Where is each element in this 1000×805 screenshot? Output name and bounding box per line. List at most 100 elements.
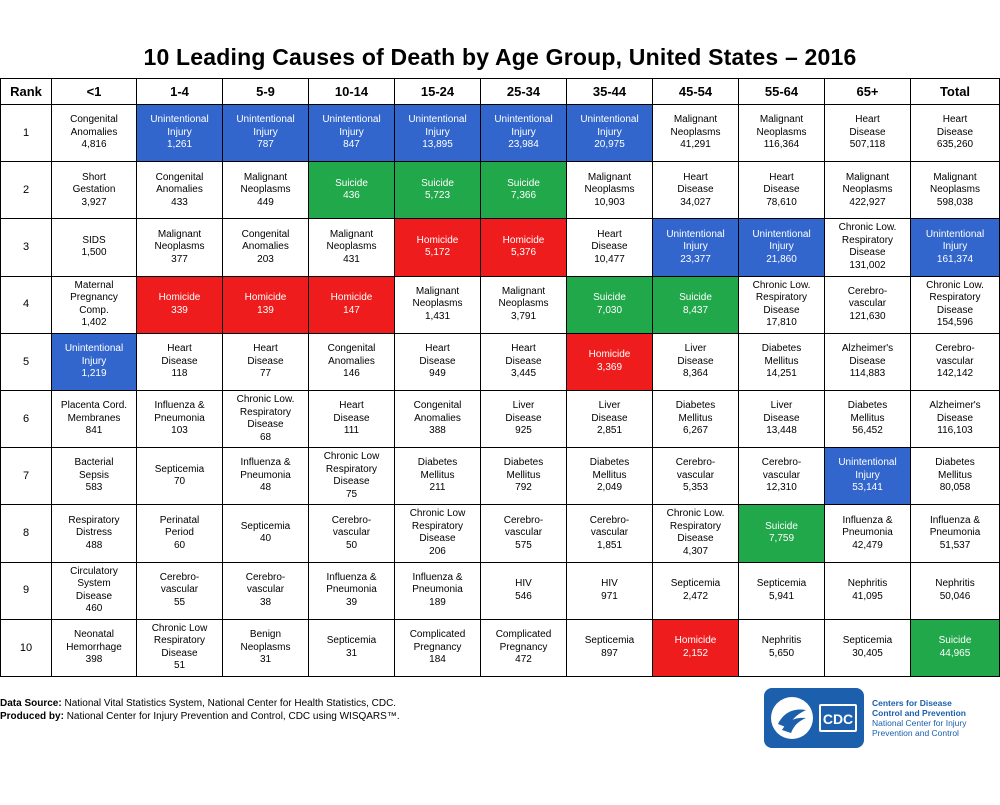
table-row: 5 Unintentional Injury 1,219 Heart Disease 1…	[0, 332, 1000, 391]
cause-name: Heart Disease	[333, 400, 370, 424]
cause-name: SIDS	[82, 234, 106, 246]
death-count: 116,364	[763, 139, 800, 151]
cause-cell: Unintentional Injury 13,895	[394, 103, 481, 163]
cause-name: Septicemia	[842, 635, 893, 647]
cause-name: Heart Disease	[161, 343, 198, 367]
cause-name: Diabetes Mellitus	[847, 400, 888, 424]
death-count: 42,479	[852, 539, 883, 551]
cause-name: Homicide	[244, 292, 287, 304]
cause-name: Circulatory System Disease	[70, 565, 118, 602]
cause-name: Septicemia	[756, 578, 807, 590]
cause-name: Influenza & Pneumonia	[842, 514, 893, 539]
cause-name: Homicide	[416, 234, 459, 246]
death-count: 154,596	[936, 317, 974, 329]
death-count: 78,610	[766, 196, 797, 208]
death-count: 56,452	[852, 425, 883, 437]
cause-cell: Perinatal Period 60	[136, 504, 223, 563]
cause-cell: Heart Disease 34,027	[652, 161, 739, 220]
cause-cell: Diabetes Mellitus 56,452	[824, 389, 911, 449]
cause-cell: Maternal Pregnancy Comp. 1,402	[51, 275, 137, 334]
cause-name: Perinatal Period	[159, 514, 200, 539]
death-count: 1,500	[81, 247, 107, 259]
cause-cell: Unintentional Injury 21,860	[738, 218, 825, 277]
cause-cell: Heart Disease 507,118	[824, 103, 911, 163]
cdc-name-line4: Prevention and Control	[872, 728, 959, 738]
cause-cell: Cerebro- vascular 1,851	[566, 504, 653, 563]
cause-cell: Heart Disease 118	[136, 332, 223, 391]
produced-by-line: Produced by: National Center for Injury …	[0, 710, 400, 723]
death-count: 31	[345, 647, 358, 659]
death-count: 12,310	[766, 482, 797, 494]
death-count: 70	[173, 476, 186, 488]
rank-cell: 2	[0, 161, 52, 220]
death-count: 507,118	[849, 139, 886, 151]
cause-name: Malignant Neoplasms	[929, 171, 981, 196]
rank-cell: 3	[0, 218, 52, 277]
cause-cell: Unintentional Injury 847	[308, 103, 395, 163]
cause-name: Septicemia	[240, 520, 291, 532]
cause-cell: Septicemia 70	[136, 447, 223, 506]
cdc-badge-text: CDC	[823, 711, 853, 727]
cause-name: Congenital Anomalies	[327, 343, 376, 367]
cause-cell: Suicide 5,723	[394, 161, 481, 220]
rank-cell: 1	[0, 103, 52, 163]
cause-cell: Cerebro- vascular 12,310	[738, 447, 825, 506]
death-count: 75	[345, 488, 358, 500]
death-count: 40	[259, 533, 272, 545]
cause-cell: Influenza & Pneumonia 39	[308, 561, 395, 620]
death-count: 1,851	[596, 539, 623, 551]
cause-name: Suicide	[507, 177, 540, 189]
column-header-age: <1	[51, 78, 137, 105]
cause-name: Unintentional Injury	[925, 228, 985, 253]
cause-cell: Cerebro- vascular 142,142	[910, 332, 1000, 391]
death-count: 20,975	[594, 139, 625, 151]
death-count: 377	[171, 253, 188, 265]
cause-name: Cerebro- vascular	[761, 457, 802, 481]
cause-name: Diabetes Mellitus	[761, 343, 802, 367]
cause-cell: Malignant Neoplasms 10,903	[566, 161, 653, 220]
cause-name: Nephritis	[935, 578, 975, 590]
cause-name: Heart Disease	[591, 228, 628, 253]
cause-cell: Nephritis 41,095	[824, 561, 911, 620]
cause-name: Heart Disease	[936, 114, 974, 138]
cause-cell: Chronic Low. Respiratory Disease 131,002	[824, 218, 911, 277]
cause-name: Diabetes Mellitus	[675, 400, 716, 424]
cause-cell: Malignant Neoplasms 3,791	[480, 275, 567, 334]
death-count: 34,027	[680, 196, 711, 208]
cause-cell: Heart Disease 10,477	[566, 218, 653, 277]
column-header-age: 5-9	[222, 78, 309, 105]
column-header-age: 65+	[824, 78, 911, 105]
death-count: 68	[259, 431, 272, 443]
cause-name: Benign Neoplasms	[240, 629, 291, 653]
cause-cell: Neonatal Hemorrhage 398	[51, 618, 137, 677]
cause-cell: Homicide 339	[136, 275, 223, 334]
table-row: 10 Neonatal Hemorrhage 398 Chronic Low Resp…	[0, 618, 1000, 677]
column-header-age: 45-54	[652, 78, 739, 105]
cause-cell: Septicemia 897	[566, 618, 653, 677]
rank-cell: 4	[0, 275, 52, 334]
death-count: 41,095	[852, 590, 883, 602]
cause-cell: Diabetes Mellitus 2,049	[566, 447, 653, 506]
cause-name: Cerebro- vascular	[935, 343, 975, 367]
cause-cell: Cerebro- vascular 55	[136, 561, 223, 620]
cause-name: Respiratory Distress	[68, 514, 120, 539]
causes-of-death-table: Rank <1 1-4 5-9 10-14 15-24 25-34 35-44 45-54 55-…	[0, 78, 1000, 677]
cause-cell: Liver Disease 8,364	[652, 332, 739, 391]
cdc-logo: CDC Centers for Disease Control and Prev…	[764, 688, 1000, 750]
cause-name: Congenital Anomalies	[413, 400, 462, 424]
cause-cell: Chronic Low. Respiratory Disease 68	[222, 389, 309, 449]
death-count: 4,307	[682, 545, 709, 557]
death-count: 436	[343, 190, 360, 202]
death-count: 5,941	[768, 590, 795, 602]
death-count: 433	[171, 196, 188, 208]
death-count: 103	[171, 425, 188, 437]
death-count: 77	[259, 368, 272, 380]
death-count: 7,030	[596, 304, 623, 316]
cause-name: Liver Disease	[763, 400, 800, 424]
cause-cell: Suicide 7,366	[480, 161, 567, 220]
produced-by-label: Produced by:	[0, 711, 64, 722]
cause-name: Chronic Low. Respiratory Disease	[926, 279, 984, 316]
table-row: 1 Congenital Anomalies 4,816 Unintentional …	[0, 103, 1000, 163]
cause-cell: Nephritis 50,046	[910, 561, 1000, 620]
death-count: 792	[515, 482, 532, 494]
